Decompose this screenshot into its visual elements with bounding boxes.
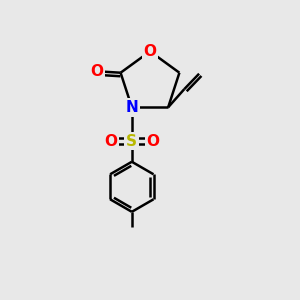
Text: O: O xyxy=(143,44,157,59)
Text: S: S xyxy=(126,134,137,149)
Text: O: O xyxy=(90,64,103,79)
Text: O: O xyxy=(104,134,117,149)
Text: N: N xyxy=(125,100,138,115)
Text: O: O xyxy=(146,134,160,149)
